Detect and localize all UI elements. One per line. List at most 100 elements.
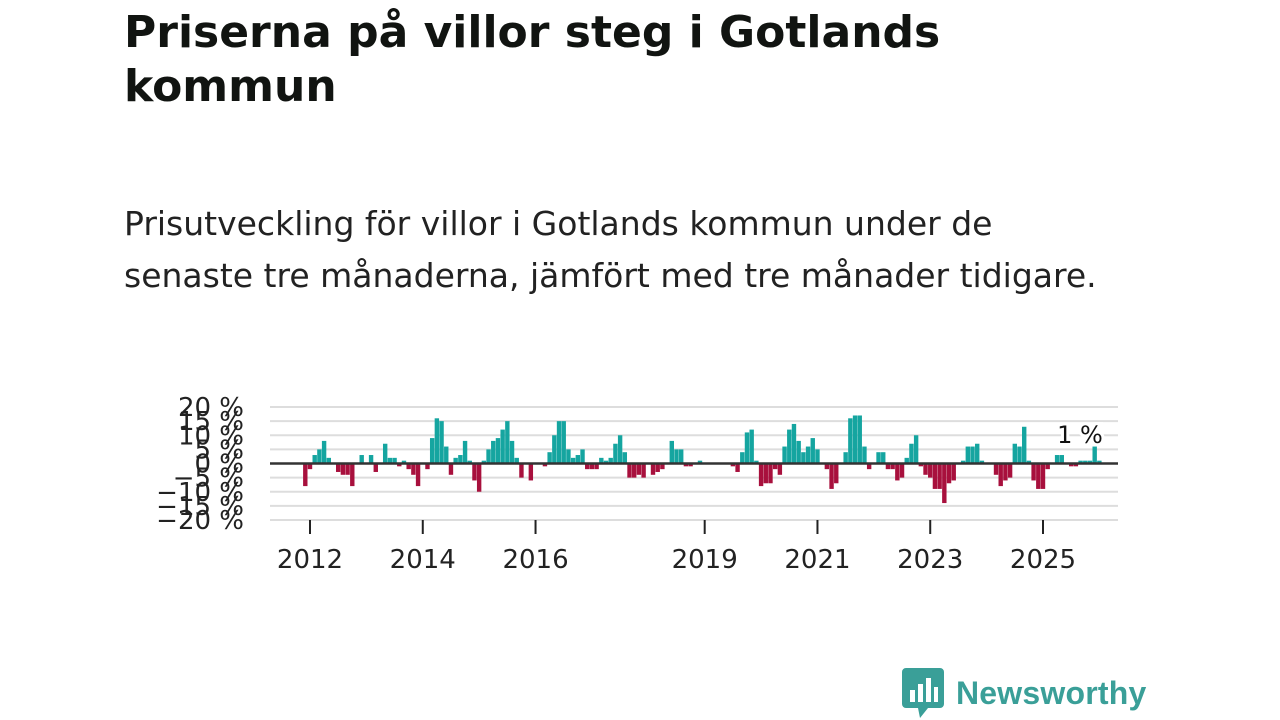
bar xyxy=(373,463,378,472)
newsworthy-logo: Newsworthy xyxy=(902,668,1146,718)
x-tick-label: 2016 xyxy=(502,545,568,575)
bar xyxy=(801,452,806,464)
y-tick-label: −5 % xyxy=(173,464,244,494)
bar xyxy=(918,463,924,467)
x-tick-label: 2012 xyxy=(277,545,343,575)
y-tick-label: 0 % xyxy=(194,450,244,480)
bar xyxy=(660,463,665,470)
bar xyxy=(481,460,487,464)
bar xyxy=(350,463,355,487)
bar xyxy=(542,463,548,467)
bar xyxy=(359,455,364,464)
bar xyxy=(495,438,501,464)
bar xyxy=(439,421,444,464)
bar xyxy=(810,438,815,464)
bar xyxy=(923,463,928,475)
bar xyxy=(895,463,900,481)
bar xyxy=(763,463,768,484)
bar xyxy=(942,463,947,504)
bar xyxy=(641,463,646,478)
x-tick-label: 2025 xyxy=(1010,545,1076,575)
x-tick-label: 2014 xyxy=(390,545,456,575)
bar xyxy=(758,463,764,487)
bar xyxy=(500,429,505,464)
bar xyxy=(772,463,778,470)
bar xyxy=(768,463,773,484)
bar xyxy=(834,463,839,484)
x-tick-label: 2019 xyxy=(672,545,738,575)
bar xyxy=(411,463,416,475)
bar xyxy=(805,446,811,464)
bar xyxy=(1007,463,1013,478)
bar xyxy=(937,463,942,489)
bar xyxy=(326,457,331,464)
bar xyxy=(1022,426,1027,464)
bar xyxy=(387,457,393,464)
bar xyxy=(570,457,576,464)
bar xyxy=(1083,460,1088,464)
bar xyxy=(505,421,510,464)
bar xyxy=(392,457,397,464)
bar xyxy=(415,463,421,487)
bar xyxy=(401,460,407,464)
bar xyxy=(1059,455,1064,464)
y-tick-label: 20 % xyxy=(178,393,244,423)
bar xyxy=(453,457,458,464)
bar xyxy=(589,463,595,470)
bar xyxy=(486,449,491,464)
bar xyxy=(519,463,524,478)
bar xyxy=(730,463,736,467)
bar xyxy=(683,463,689,467)
bar xyxy=(627,463,632,478)
bar xyxy=(650,463,656,475)
bar xyxy=(467,460,472,464)
bar xyxy=(749,429,754,464)
bar xyxy=(491,440,496,464)
bar xyxy=(975,443,980,464)
bar xyxy=(434,418,440,464)
newsworthy-logo-icon xyxy=(902,668,944,718)
annotations: 1 % xyxy=(1054,418,1106,452)
bar xyxy=(965,446,971,464)
bar xyxy=(697,460,703,464)
bar xyxy=(679,449,684,464)
bar xyxy=(993,463,999,475)
bar xyxy=(791,423,797,464)
bar xyxy=(1026,460,1032,464)
bar xyxy=(472,463,477,481)
bar xyxy=(866,463,872,470)
bar xyxy=(932,463,938,489)
bar xyxy=(787,429,792,464)
bar xyxy=(1003,463,1008,481)
latest-value-label: 1 % xyxy=(1057,421,1103,449)
bar xyxy=(796,440,801,464)
chart-subtitle: Prisutveckling för villor i Gotlands kom… xyxy=(124,204,1097,295)
bar xyxy=(843,452,848,464)
bar xyxy=(1040,463,1046,489)
x-tick-label: 2023 xyxy=(897,545,963,575)
bar xyxy=(754,460,759,464)
bar xyxy=(547,452,552,464)
bar xyxy=(335,463,341,472)
y-tick-label: −15 % xyxy=(156,492,244,522)
bar xyxy=(622,452,628,464)
bar xyxy=(585,463,590,470)
bar xyxy=(881,452,886,464)
bar xyxy=(476,463,482,492)
bar xyxy=(782,446,787,464)
bar xyxy=(556,421,562,464)
bar xyxy=(688,463,693,467)
bar xyxy=(777,463,783,475)
y-tick-label: 15 % xyxy=(178,407,244,437)
bar xyxy=(951,463,956,481)
bar xyxy=(1092,446,1097,464)
bar xyxy=(425,463,430,470)
bar xyxy=(636,463,642,475)
bar xyxy=(1045,463,1050,470)
bar xyxy=(909,443,914,464)
bar xyxy=(594,463,599,470)
bar xyxy=(552,435,557,464)
bar xyxy=(397,463,402,467)
bar xyxy=(669,440,674,464)
bar xyxy=(599,457,604,464)
